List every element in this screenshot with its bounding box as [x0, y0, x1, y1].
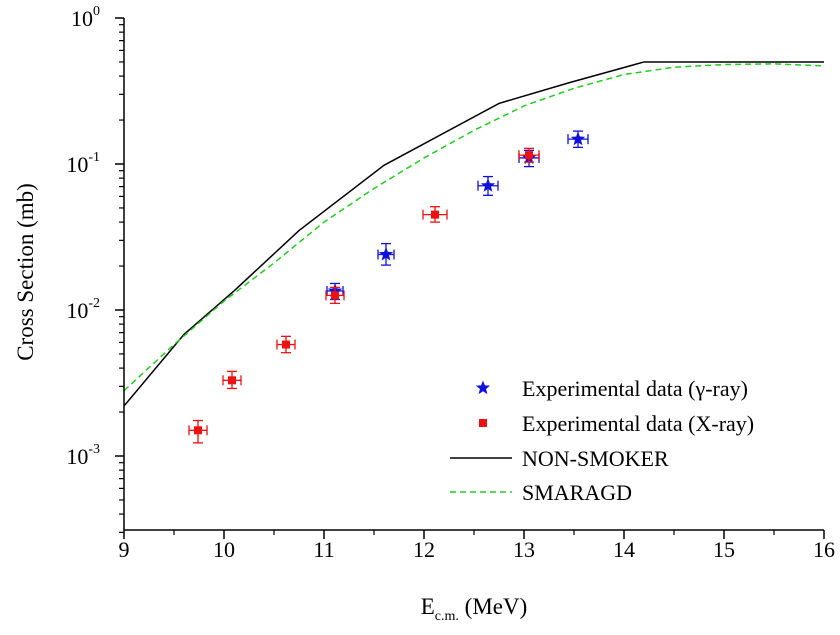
- data-point: [276, 335, 296, 354]
- square-marker: [282, 340, 290, 349]
- legend-item: SMARAGD: [450, 480, 632, 505]
- legend-marker: [479, 419, 487, 427]
- square-marker: [331, 291, 339, 300]
- legend-item: Experimental data (X-ray): [479, 411, 754, 436]
- data-point: [325, 286, 345, 305]
- y-tick-label: 10-2: [66, 296, 100, 323]
- x-axis-title-unit: (MeV): [459, 594, 527, 619]
- square-marker: [525, 151, 533, 160]
- legend-label: SMARAGD: [522, 480, 632, 505]
- x-tick-label: 16: [813, 537, 835, 562]
- data-point: [477, 175, 499, 196]
- x-tick-label: 11: [313, 537, 334, 562]
- data-point: [518, 147, 540, 163]
- legend-label: Experimental data (γ-ray): [522, 376, 748, 401]
- star-marker: [570, 131, 586, 146]
- x-tick-label: 15: [713, 537, 735, 562]
- x-tick-label: 9: [119, 537, 130, 562]
- data-point: [188, 419, 208, 444]
- x-tick-label: 12: [413, 537, 435, 562]
- series-layer: [123, 61, 825, 444]
- y-tick-label: 10-3: [66, 442, 100, 469]
- data-point: [567, 130, 589, 149]
- x-axis-title-main: E: [421, 594, 435, 619]
- data-point: [422, 206, 448, 223]
- y-axis-title: Cross Section (mb): [13, 183, 38, 361]
- legend-label: NON-SMOKER: [522, 446, 669, 471]
- x-axis-title-subscript: c.m.: [435, 609, 459, 624]
- axes-layer: 9 10 11 12 13 14 15 16 100 10-1 10-2 10-3: [66, 4, 835, 562]
- x-tick-label: 10: [213, 537, 235, 562]
- star-marker: [480, 178, 496, 192]
- legend-marker: [475, 380, 491, 395]
- square-marker: [194, 426, 202, 435]
- y-tick-label: 100: [71, 4, 100, 31]
- square-marker: [431, 210, 439, 219]
- series-line: [123, 63, 825, 392]
- star-marker: [378, 246, 394, 261]
- y-tick-label: 10-1: [66, 150, 100, 177]
- legend: Experimental data (γ-ray) Experimental da…: [450, 376, 754, 505]
- data-point: [222, 370, 242, 390]
- x-axis-title: Ec.m. (MeV): [421, 594, 528, 624]
- legend-item: NON-SMOKER: [450, 446, 669, 471]
- x-tick-label: 14: [613, 537, 635, 562]
- x-tick-label: 13: [513, 537, 535, 562]
- legend-item: Experimental data (γ-ray): [475, 376, 748, 401]
- series-line: [123, 61, 824, 407]
- legend-label: Experimental data (X-ray): [522, 411, 754, 436]
- square-marker: [228, 376, 236, 385]
- data-point: [377, 242, 395, 266]
